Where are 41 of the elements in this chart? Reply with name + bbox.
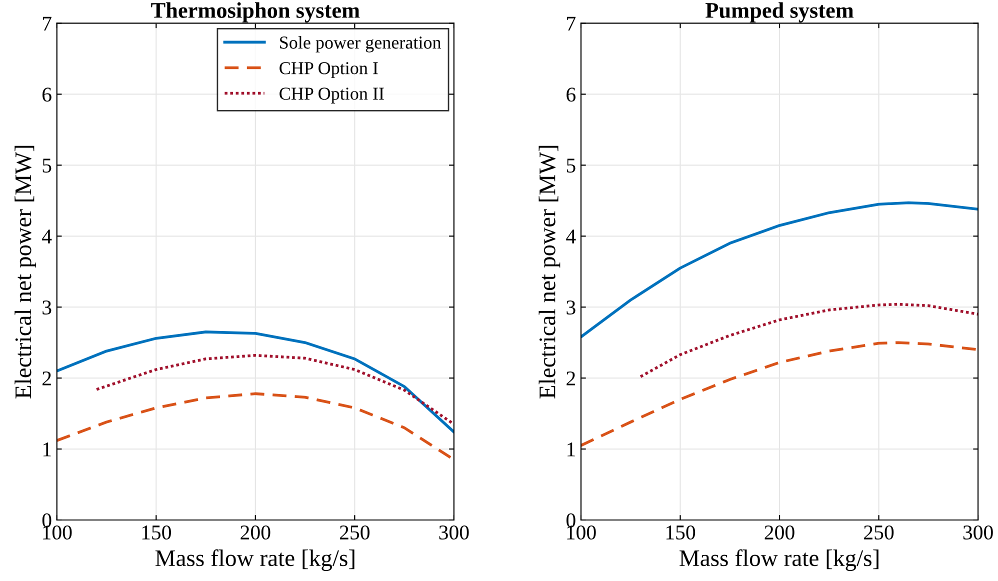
y-tick-label: 0	[566, 513, 576, 528]
x-axis-title: Mass flow rate [kg/s]	[680, 549, 878, 572]
y-tick-label: 7	[567, 16, 576, 30]
y-tick-label: 7	[42, 16, 52, 30]
x-tick-label: 200	[764, 525, 794, 540]
y-axis-title: Electrical net power [MW]	[14, 146, 36, 398]
line-series	[639, 302, 978, 378]
line-series	[580, 341, 978, 447]
y-tick-label: 0	[42, 513, 52, 528]
y-tick-label: 6	[566, 88, 576, 102]
y-tick-label: 1	[568, 442, 575, 456]
legend-label: CHP Option I	[280, 62, 378, 78]
y-tick-label: 3	[42, 300, 52, 315]
x-axis-title: Mass flow rate [kg/s]	[155, 549, 354, 572]
y-tick-label: 2	[42, 372, 51, 386]
y-tick-label: 6	[42, 88, 52, 102]
line-series	[56, 330, 454, 434]
y-tick-label: 3	[566, 300, 576, 315]
x-tick-label: 250	[340, 525, 370, 540]
legend-label: Sole power generation	[280, 36, 442, 52]
line-series	[580, 201, 978, 338]
x-tick-label: 300	[963, 525, 993, 540]
line-series	[95, 354, 454, 426]
x-tick-label: 150	[666, 525, 696, 540]
y-tick-label: 1	[43, 442, 51, 456]
legend-label: CHP Option II	[280, 88, 384, 104]
y-tick-label: 5	[566, 158, 576, 173]
y-tick-label: 4	[42, 230, 52, 244]
x-tick-label: 250	[864, 525, 894, 540]
line-series	[56, 392, 454, 462]
x-tick-label: 100	[567, 525, 596, 540]
y-axis-title: Electrical net power [MW]	[538, 146, 560, 398]
chart-title: Thermosiphon system	[151, 2, 360, 22]
chart-title: Pumped system	[706, 2, 854, 22]
x-tick-label: 200	[240, 525, 270, 540]
y-tick-label: 5	[42, 158, 52, 173]
x-tick-label: 100	[43, 525, 72, 540]
y-tick-label: 4	[566, 230, 576, 244]
x-tick-label: 300	[439, 525, 469, 540]
x-tick-label: 150	[142, 525, 171, 540]
y-tick-label: 2	[566, 372, 575, 386]
